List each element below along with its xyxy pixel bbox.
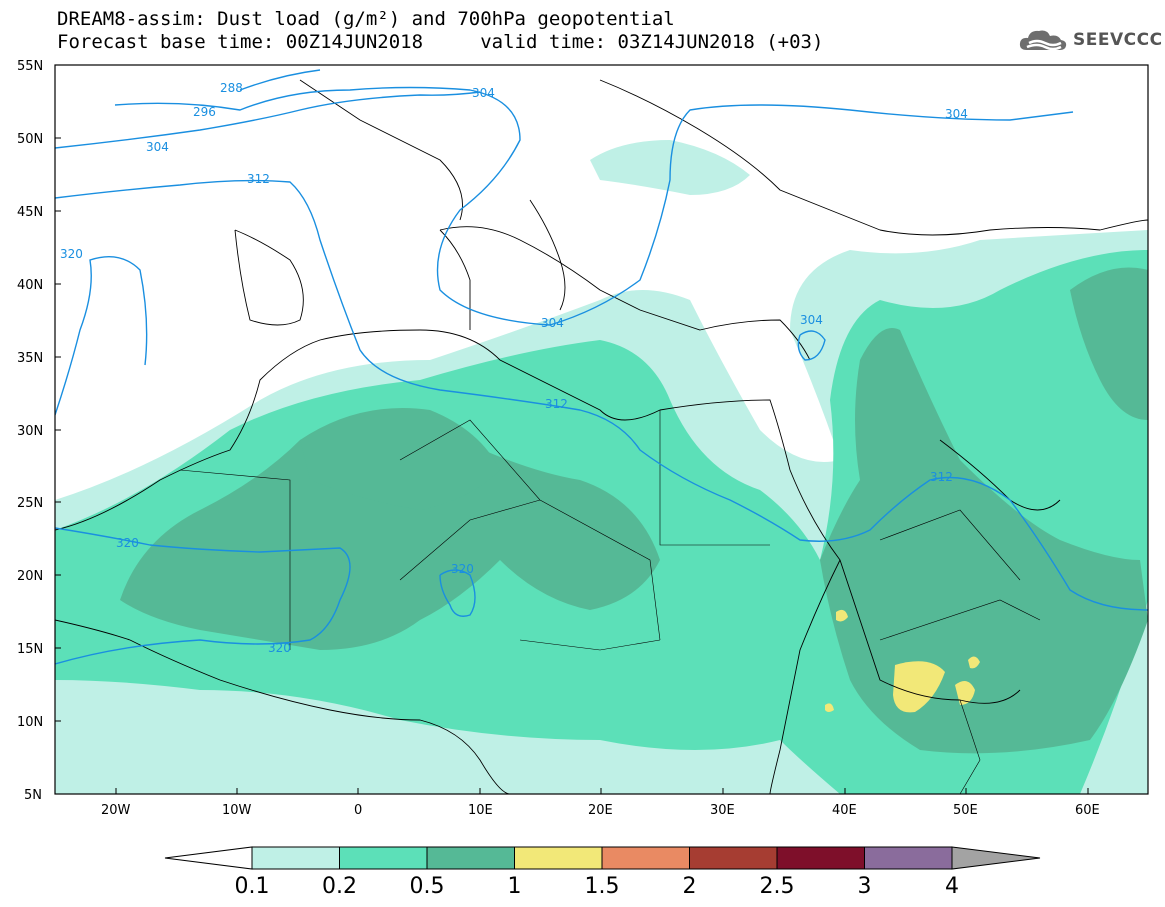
contour-label-304-north: 304: [472, 86, 495, 100]
dust-region-peak-small-1: [968, 656, 980, 669]
contour-label-304-levant: 304: [800, 313, 823, 327]
lat-label: 50N: [17, 132, 43, 147]
dust-region-heavy-arabia-north: [1070, 267, 1148, 420]
colorbar-segment: [864, 846, 953, 870]
colorbar-segment: [601, 846, 690, 870]
colorbar-segment: [339, 846, 428, 870]
contour-label-320-mid: 320: [268, 641, 291, 655]
contour-label-304-med: 304: [541, 316, 564, 330]
dust-region-peak-small-3: [825, 703, 834, 712]
map-title: DREAM8-assim: Dust load (g/m²) and 700hP…: [57, 8, 675, 30]
lon-label: 60E: [1075, 803, 1100, 818]
contour-labels: 288 296 304 304 304 312 320 320 320 312 …: [60, 81, 968, 655]
logo-text: SEEVCCC: [1073, 30, 1163, 50]
coastlines: [55, 79, 1148, 794]
map-subtitle-times: Forecast base time: 00Z14JUN2018 valid t…: [57, 31, 824, 53]
colorbar-segment: [514, 846, 603, 870]
lat-label: 5N: [24, 788, 42, 803]
colorbar-label: 1: [508, 874, 522, 899]
contour-label-288: 288: [220, 81, 243, 95]
dust-region-heavy-east: [820, 328, 1148, 754]
latitude-labels: 55N 50N 45N 40N 35N 30N 25N 20N 15N 10N …: [17, 59, 43, 803]
borders: [179, 410, 1041, 794]
contour-label-296: 296: [193, 105, 216, 119]
contour-label-320-west: 320: [116, 536, 139, 550]
lon-label: 30E: [710, 803, 735, 818]
colorbar-label: 4: [945, 874, 959, 899]
colorbar-segment: [776, 846, 865, 870]
colorbar-high-arrow: [951, 846, 1041, 870]
colorbar-label: 3: [858, 874, 872, 899]
axis-ticks: [55, 64, 1089, 794]
colorbar-label: 0.2: [322, 874, 357, 899]
dust-region-peak-yemen: [893, 661, 945, 713]
geopotential-contours: [55, 69, 1148, 665]
lon-label: 10W: [222, 803, 252, 818]
colorbar-label: 2: [683, 874, 697, 899]
colorbar-label: 2.5: [760, 874, 795, 899]
colorbar: 0.1 0.2 0.5 1 1.5 2 2.5 3 4: [164, 846, 1041, 899]
colorbar-low-arrow: [164, 846, 253, 870]
contour-label-312-west: 312: [247, 172, 270, 186]
dust-region-peak-somalia: [955, 681, 975, 705]
seevccc-logo: SEEVCCC: [1017, 26, 1163, 54]
lat-label: 40N: [17, 278, 43, 293]
colorbar-segment: [251, 846, 340, 870]
contour-label-320-sahara: 320: [451, 562, 474, 576]
lat-label: 20N: [17, 569, 43, 584]
contour-label-312-east: 312: [930, 470, 953, 484]
lon-label: 20E: [588, 803, 613, 818]
dust-region-heavy-sahara: [300, 408, 500, 510]
longitude-labels: 20W 10W 0 10E 20E 30E 40E 50E 60E: [101, 803, 1100, 818]
colorbar-label: 0.5: [410, 874, 445, 899]
map-area: 288 296 304 304 304 312 320 320 320 312 …: [55, 65, 1148, 794]
colorbar-label: 1.5: [585, 874, 620, 899]
lat-label: 55N: [17, 59, 43, 74]
contour-label-304-east: 304: [945, 107, 968, 121]
lat-label: 10N: [17, 715, 43, 730]
contour-label-320-northwest: 320: [60, 247, 83, 261]
lat-label: 25N: [17, 496, 43, 511]
lon-label: 40E: [832, 803, 857, 818]
colorbar-label: 0.1: [235, 874, 270, 899]
colorbar-segment: [426, 846, 515, 870]
dust-region-peak-small-2: [836, 609, 848, 622]
colorbar-segment: [689, 846, 778, 870]
lon-label: 0: [354, 803, 362, 818]
cloud-icon: [1019, 30, 1067, 51]
lat-label: 35N: [17, 351, 43, 366]
contour-label-312-mid: 312: [545, 397, 568, 411]
lat-label: 30N: [17, 424, 43, 439]
lon-label: 50E: [953, 803, 978, 818]
lat-label: 45N: [17, 205, 43, 220]
lat-label: 15N: [17, 642, 43, 657]
lon-label: 20W: [101, 803, 131, 818]
lon-label: 10E: [468, 803, 493, 818]
contour-label-304-west: 304: [146, 140, 169, 154]
